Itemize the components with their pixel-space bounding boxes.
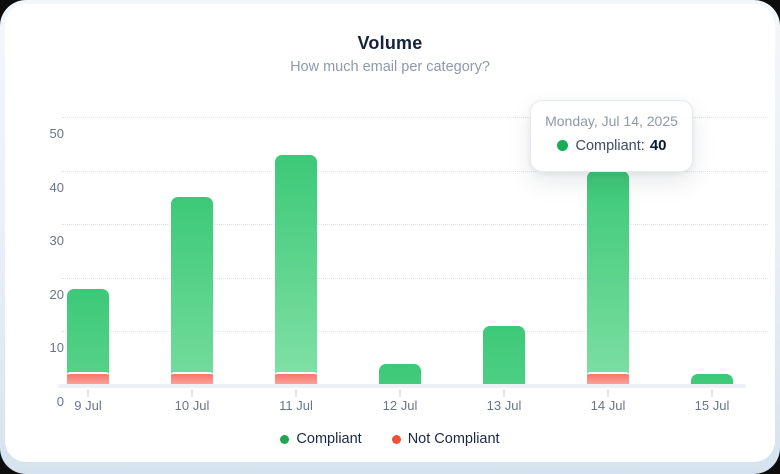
legend-label: Compliant: [296, 431, 362, 447]
x-axis-label-12-jul: 12 Jul: [382, 398, 418, 413]
compliant-bar-15-jul[interactable]: [691, 374, 733, 386]
legend: Compliant Not Compliant: [0, 431, 780, 447]
compliant-bar-13-jul[interactable]: [483, 326, 525, 386]
compliant-bar-10-jul[interactable]: [171, 197, 213, 386]
x-tick-11-jul: [295, 389, 297, 397]
x-axis-label-9-jul: 9 Jul: [74, 398, 102, 413]
gridline-y-40: [62, 170, 768, 172]
chart-subtitle: How much email per category?: [290, 59, 490, 75]
tooltip-date: Monday, Jul 14, 2025: [545, 113, 678, 129]
y-axis-label-20: 20: [49, 286, 64, 302]
x-axis-label-14-jul: 14 Jul: [590, 398, 626, 413]
y-axis-label-40: 40: [49, 179, 64, 195]
legend-item-not-compliant[interactable]: Not Compliant: [391, 431, 500, 447]
y-axis-label-0: 0: [56, 394, 64, 409]
compliant-dot-icon: [280, 434, 290, 444]
gridline-y-30: [62, 224, 768, 226]
legend-item-compliant[interactable]: Compliant: [280, 431, 362, 447]
compliant-bar-12-jul[interactable]: [379, 363, 421, 386]
x-tick-13-jul: [503, 389, 505, 397]
not-compliant-bar-9-jul[interactable]: [67, 372, 109, 385]
x-tick-9-jul: [87, 389, 89, 397]
not-compliant-bar-10-jul[interactable]: [171, 372, 213, 385]
tooltip-series-row: Compliant: 40: [531, 137, 692, 154]
x-axis-label-13-jul: 13 Jul: [486, 398, 522, 413]
x-tick-14-jul: [607, 389, 609, 397]
x-axis-label-11-jul: 11 Jul: [279, 398, 313, 413]
not-compliant-bar-14-jul[interactable]: [587, 372, 629, 385]
tooltip: Monday, Jul 14, 2025 Compliant: 40: [530, 100, 693, 172]
legend-label: Not Compliant: [407, 431, 500, 447]
compliant-bar-14-jul[interactable]: [587, 170, 629, 386]
x-tick-12-jul: [399, 389, 401, 397]
compliant-bar-9-jul[interactable]: [67, 288, 109, 386]
x-axis-label-10-jul: 10 Jul: [174, 398, 210, 413]
not-compliant-dot-icon: [391, 434, 401, 444]
not-compliant-bar-11-jul[interactable]: [275, 372, 317, 385]
compliant-bar-11-jul[interactable]: [275, 154, 317, 386]
x-tick-10-jul: [191, 389, 193, 397]
x-axis-label-15-jul: 15 Jul: [694, 398, 730, 413]
tooltip-series-label: Compliant:: [575, 137, 645, 154]
gridline-y-10: [62, 331, 768, 333]
y-axis-label-10: 10: [49, 340, 64, 356]
compliant-dot-icon: [556, 140, 568, 151]
y-axis-label-30: 30: [49, 233, 64, 249]
x-tick-15-jul: [711, 389, 713, 397]
gridline-y-20: [62, 277, 768, 279]
gridline-y-50: [62, 117, 768, 118]
chart-title: Volume: [357, 33, 423, 53]
x-axis-line: [58, 384, 746, 388]
y-axis-label-50: 50: [49, 126, 64, 141]
tooltip-series-value: 40: [649, 137, 667, 154]
